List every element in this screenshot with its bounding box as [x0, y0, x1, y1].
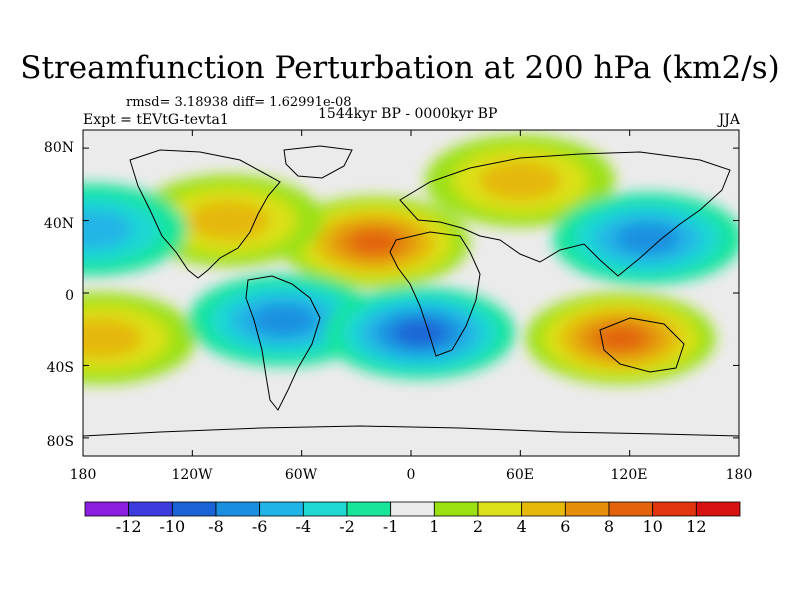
coast-greenland [283, 145, 353, 179]
colorbar-label: -10 [159, 517, 186, 536]
colorbar-swatch-2 [171, 501, 217, 517]
coast-eurasia [399, 151, 731, 277]
colorbar-label: 1 [429, 517, 440, 536]
colorbar-label: 10 [642, 517, 663, 536]
contour-blob-0-4 [348, 229, 401, 255]
coast-australia [599, 317, 685, 373]
lon-label-60w: 60W [284, 467, 318, 483]
colorbar-swatch-10 [521, 501, 566, 517]
lat-label-80n: 80N [43, 140, 74, 156]
coastlines [83, 145, 739, 437]
lon-label-180w: 180 [69, 467, 97, 483]
contour-blob-7-3 [616, 223, 680, 255]
map-title: Streamfunction Perturbation at 200 hPa (… [20, 50, 780, 86]
contour-blob-3-4 [594, 325, 647, 351]
contour-blob-5-3 [251, 304, 316, 336]
colorbar-swatch-12 [608, 501, 654, 517]
coast-north-america [129, 149, 281, 279]
colorbar-label: -8 [208, 517, 224, 536]
colorbar-label: 12 [686, 517, 707, 536]
lon-label-0: 0 [406, 467, 416, 483]
contour-blob-2-2 [479, 160, 562, 201]
colorbar [84, 501, 741, 517]
colorbar-swatch-6 [346, 501, 392, 517]
colorbar-swatch-4 [259, 501, 304, 517]
contour-blob-6-4 [394, 320, 447, 346]
lon-label-120w: 120W [171, 467, 213, 483]
lat-label-80s: 80S [46, 434, 74, 450]
contour-field [83, 130, 739, 456]
colorbar-label: -4 [295, 517, 312, 536]
colorbar-swatch-14 [695, 501, 741, 517]
contour-blob-1-2 [188, 200, 270, 241]
season-label: JJA [718, 112, 740, 128]
lon-label-120e: 120E [610, 467, 648, 483]
axis-ticks [82, 130, 740, 456]
colorbar-label: -2 [339, 517, 355, 536]
lon-label-180e: 180 [725, 467, 753, 483]
colorbar-label: -6 [251, 517, 268, 536]
coast-antarctica [83, 425, 739, 437]
colorbar-swatch-11 [564, 501, 610, 517]
colorbar-swatch-9 [477, 501, 523, 517]
lat-label-40s: 40S [46, 360, 74, 376]
colorbar-swatch-3 [215, 501, 261, 517]
colorbar-swatch-13 [652, 501, 697, 517]
coast-south-america [245, 275, 321, 411]
lat-label-40n: 40N [43, 216, 74, 232]
colorbar-swatch-0 [84, 501, 130, 517]
contour-blob-8-2 [83, 209, 133, 250]
colorbar-swatch-5 [302, 501, 348, 517]
colorbar-swatch-1 [128, 501, 173, 517]
colorbar-label: -12 [115, 517, 142, 536]
contour-blob-4-2 [83, 318, 142, 358]
lat-label-0: 0 [65, 288, 74, 304]
colorbar-swatch-7 [390, 501, 435, 517]
coast-africa [389, 231, 481, 357]
stats-readout: rmsd= 3.18938 diff= 1.62991e-08 [126, 95, 352, 110]
colorbar-swatch-8 [433, 501, 479, 517]
colorbar-label: -1 [382, 517, 399, 536]
period-label: 1544kyr BP - 0000kyr BP [318, 106, 498, 122]
lon-label-60e: 60E [505, 467, 535, 483]
colorbar-label: 4 [516, 517, 527, 536]
colorbar-label: 6 [560, 517, 571, 536]
colorbar-label: 8 [603, 517, 615, 536]
colorbar-label: 2 [472, 517, 484, 536]
experiment-label: Expt = tEVtG-tevta1 [83, 112, 229, 128]
